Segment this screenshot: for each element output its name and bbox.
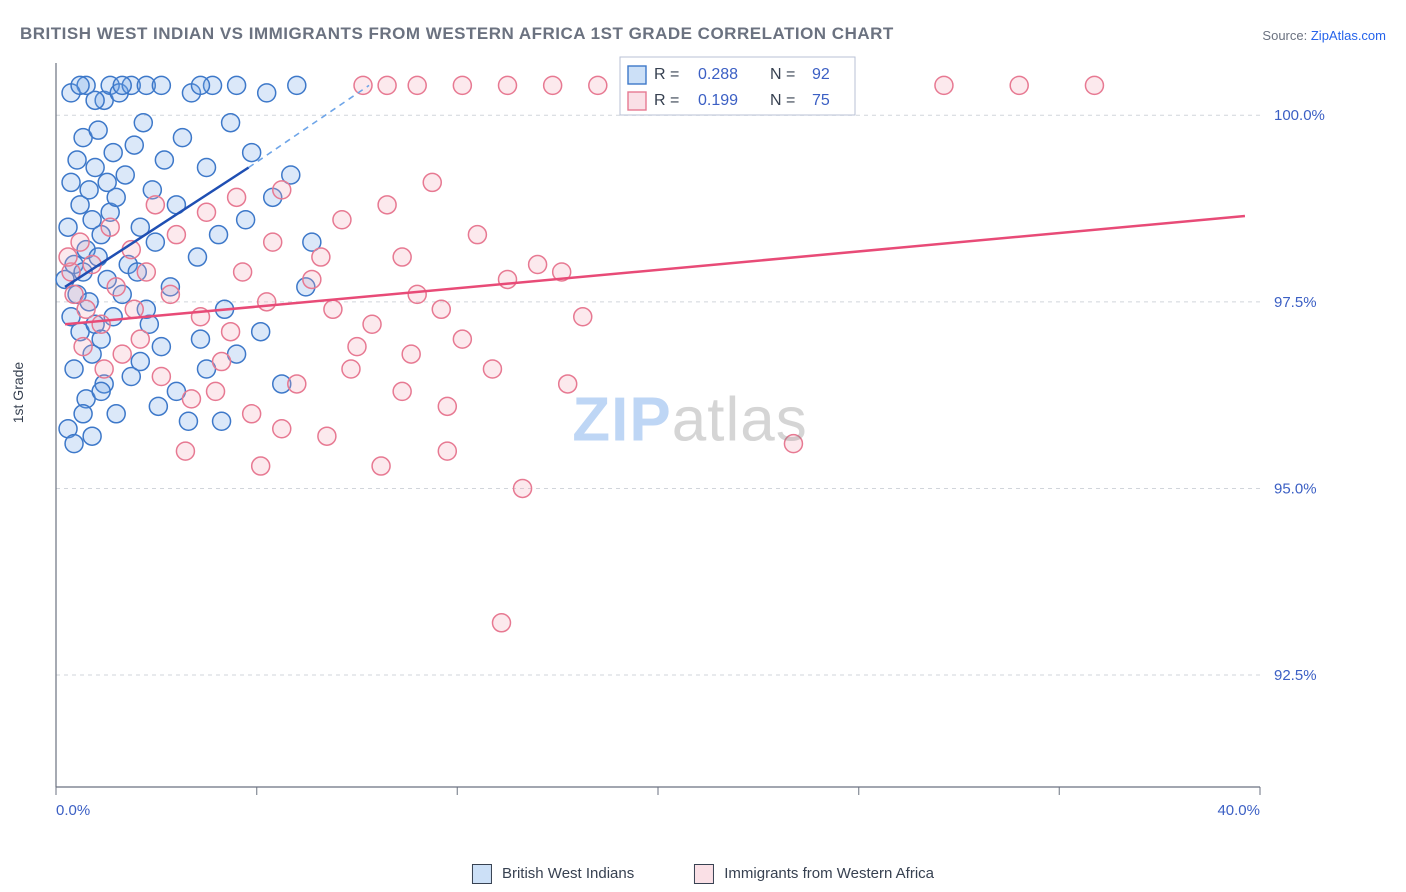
svg-text:N =: N = [770,66,795,83]
swatch-pink [694,864,714,884]
page-title: BRITISH WEST INDIAN VS IMMIGRANTS FROM W… [20,24,894,44]
svg-text:97.5%: 97.5% [1274,294,1317,311]
legend-item-wafrica: Immigrants from Western Africa [694,864,934,884]
svg-text:95.0%: 95.0% [1274,480,1317,497]
svg-text:75: 75 [812,92,830,109]
source-attrib: Source: ZipAtlas.com [1262,28,1386,43]
svg-text:40.0%: 40.0% [1217,802,1260,819]
svg-text:R =: R = [654,92,679,109]
svg-text:0.288: 0.288 [698,66,738,83]
legend-item-bwi: British West Indians [472,864,634,884]
legend-label-bwi: British West Indians [502,865,634,882]
svg-text:0.0%: 0.0% [56,802,90,819]
svg-text:92: 92 [812,66,830,83]
source-label: Source: [1262,28,1307,43]
scatter-plot: 92.5%95.0%97.5%100.0%0.0%40.0%R =0.288N … [50,55,1330,815]
swatch-blue [472,864,492,884]
svg-text:92.5%: 92.5% [1274,667,1317,684]
svg-text:R =: R = [654,66,679,83]
plot-svg: 92.5%95.0%97.5%100.0%0.0%40.0%R =0.288N … [50,55,1330,815]
source-link[interactable]: ZipAtlas.com [1311,28,1386,43]
legend: British West Indians Immigrants from Wes… [472,864,934,884]
svg-text:N =: N = [770,92,795,109]
y-axis-label: 1st Grade [10,362,26,423]
legend-label-wafrica: Immigrants from Western Africa [724,865,934,882]
svg-text:0.199: 0.199 [698,92,738,109]
svg-text:100.0%: 100.0% [1274,107,1325,124]
